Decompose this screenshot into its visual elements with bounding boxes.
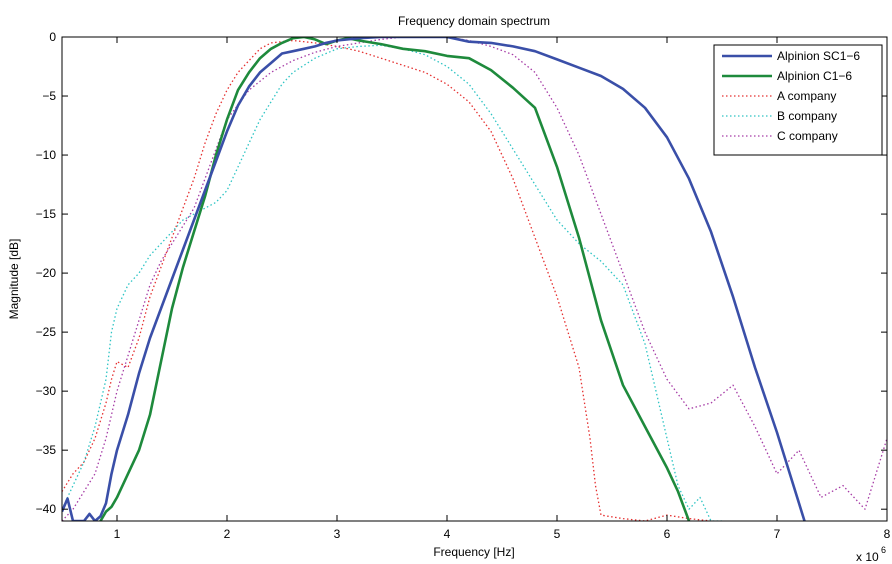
x-tick-label: 2 (224, 527, 231, 541)
x-tick-label: 8 (884, 527, 891, 541)
series-line-2 (62, 39, 712, 521)
series-line-4 (62, 37, 887, 521)
x-tick-label: 4 (444, 527, 451, 541)
plot-frame (61, 36, 888, 522)
x-axis-multiplier: x 10 (856, 550, 879, 564)
chart-title: Frequency domain spectrum (398, 14, 550, 28)
y-tick-label: −15 (36, 207, 57, 221)
legend-label-4: C company (777, 129, 838, 143)
x-tick-label: 3 (334, 527, 341, 541)
y-tick-label: −20 (36, 266, 57, 280)
y-tick-label: −40 (36, 502, 57, 516)
legend-box (713, 44, 883, 156)
x-tick-label: 6 (664, 527, 671, 541)
legend-label-3: B company (777, 109, 837, 123)
y-tick-label: 0 (49, 30, 56, 44)
x-tick-label: 1 (114, 527, 121, 541)
y-tick-label: −35 (36, 443, 57, 457)
legend-label-0: Alpinion SC1−6 (777, 49, 860, 63)
legend-label-2: A company (777, 89, 836, 103)
x-axis-multiplier-exponent: 6 (881, 545, 886, 555)
legend-label-1: Alpinion C1−6 (777, 69, 852, 83)
y-axis-label: Magnitude [dB] (7, 239, 21, 320)
y-tick-label: −5 (42, 89, 56, 103)
series-line-1 (99, 37, 691, 521)
series-line-3 (62, 44, 722, 521)
y-tick-label: −25 (36, 325, 57, 339)
x-axis-label: Frequency [Hz] (433, 545, 514, 559)
x-tick-label: 7 (774, 527, 781, 541)
x-tick-label: 5 (554, 527, 561, 541)
y-tick-label: −30 (36, 384, 57, 398)
y-tick-label: −10 (36, 148, 57, 162)
series-layer (62, 37, 887, 521)
series-line-0 (62, 37, 806, 521)
legend: Alpinion SC1−6 Alpinion C1−6 A company B co… (713, 44, 883, 156)
ticks-layer: 1 2 3 4 5 6 7 8 0 −5 −10 −15 −20 −25 −30 −35 −40 (36, 30, 891, 541)
